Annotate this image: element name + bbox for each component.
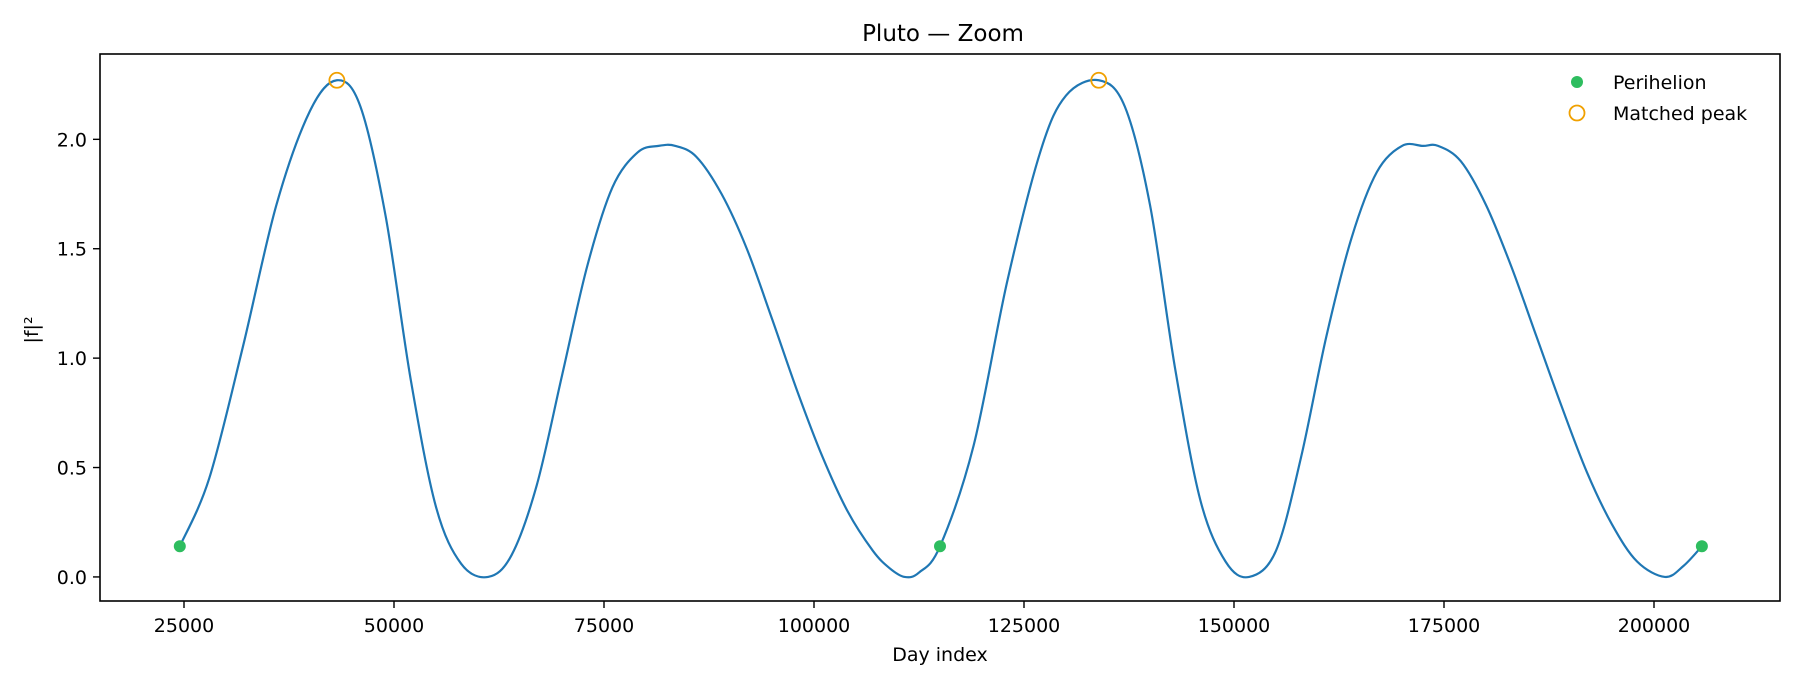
x-tick-label: 125000 [988,615,1061,637]
matched-peak-point [328,71,346,89]
x-tick-label: 50000 [364,615,424,637]
legend: Perihelion Matched peak [1568,72,1747,125]
y-tick-label: 1.0 [57,348,87,370]
y-axis-label: |f|² [21,316,43,343]
legend-matched-peak-label: Matched peak [1613,103,1747,125]
x-tick-label: 150000 [1198,615,1271,637]
x-tick-label: 75000 [574,615,634,637]
x-axis: 25000 50000 75000 100000 125000 150000 175000 2… [154,601,1690,637]
perihelion-point [1695,540,1708,553]
plot-area [173,71,1708,579]
series-line [178,78,1703,579]
y-tick-label: 0.0 [57,567,87,589]
legend-perihelion-label: Perihelion [1613,72,1707,94]
y-axis: 0.0 0.5 1.0 1.5 2.0 [57,129,100,589]
y-tick-label: 1.5 [57,239,87,261]
perihelion-point [934,540,946,553]
y-tick-label: 0.5 [57,458,87,480]
matched-peak-point [1090,71,1108,89]
x-tick-label: 200000 [1618,615,1691,637]
x-tick-label: 175000 [1408,615,1481,637]
legend-matched-peak-marker [1568,104,1586,122]
perihelion-point [173,540,186,553]
y-tick-label: 2.0 [57,129,87,151]
chart-title: Pluto — Zoom [862,21,1024,47]
axes-frame [99,53,1781,602]
x-tick-label: 25000 [154,615,214,637]
x-axis-label: Day index [892,644,988,666]
x-tick-label: 100000 [778,615,851,637]
legend-perihelion-marker [1571,76,1583,88]
